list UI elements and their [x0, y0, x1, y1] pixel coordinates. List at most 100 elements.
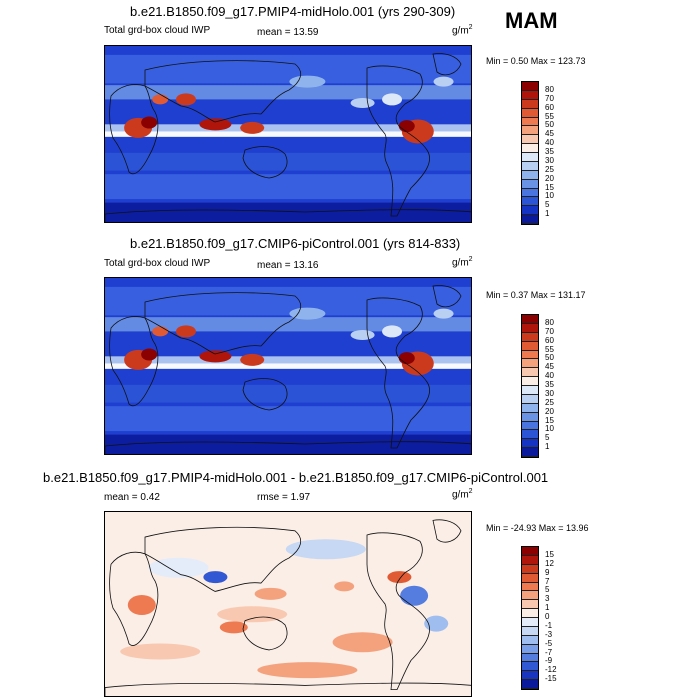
panel-1-mean: mean = 13.59 [257, 27, 319, 38]
colorbar-tick-label: 5 [545, 433, 550, 443]
coastlines [105, 53, 471, 222]
colorbar-tick-label: 35 [545, 147, 554, 156]
panel-3-rmse: rmse = 1.97 [257, 492, 311, 503]
colorbar-swatch [522, 582, 538, 592]
colorbar-swatch [522, 170, 538, 180]
colorbar-swatch [522, 671, 538, 681]
colorbar-tick-label: 7 [545, 576, 550, 586]
colorbar-tick-label: 45 [545, 129, 554, 139]
colorbar-tick-label: 9 [545, 567, 550, 577]
colorbar-swatch [522, 359, 538, 369]
colorbar-tick-label: 50 [545, 353, 554, 363]
colorbar-swatch [522, 315, 538, 324]
colorbar-swatch [522, 161, 538, 171]
colorbar-tick-label: -1 [545, 620, 553, 630]
colorbar-swatch [522, 421, 538, 431]
colorbar-tick-label: 20 [545, 406, 554, 416]
colorbar-swatch [522, 197, 538, 207]
colorbar-swatch [522, 126, 538, 136]
colorbar-tick-label: 30 [545, 388, 554, 398]
colorbar-swatch [522, 350, 538, 360]
colorbar-tick-label: 80 [545, 317, 554, 327]
colorbar-tick-label: 15 [545, 549, 554, 559]
colorbar-tick-label: 5 [545, 585, 550, 595]
panel-3-title: b.e21.B1850.f09_g17.PMIP4-midHolo.001 - … [43, 470, 549, 485]
colorbar-swatch [522, 179, 538, 189]
panel-1-map [104, 45, 472, 223]
panel-3-map [104, 511, 472, 697]
colorbar-swatch [522, 386, 538, 395]
colorbar-tick-label: 15 [545, 182, 554, 192]
coastline [105, 682, 471, 696]
colorbar-swatch [522, 439, 538, 449]
colorbar-swatch [522, 618, 538, 627]
colorbar-swatch [522, 368, 538, 378]
coastline [242, 378, 288, 411]
colorbar-tick-label: 40 [545, 371, 554, 381]
coastline [242, 616, 288, 651]
colorbar-swatch [522, 332, 538, 342]
colorbar-tick-label: 10 [545, 424, 554, 434]
colorbar-tick-label: 55 [545, 111, 554, 121]
colorbar-swatch [522, 215, 538, 224]
coastlines [105, 519, 471, 696]
colorbar-swatch [522, 635, 538, 645]
map-field [105, 512, 471, 696]
panel-1-minmax: Min = 0.50 Max = 123.73 [486, 56, 586, 66]
panel-1-colorbar [521, 81, 539, 225]
map-field [105, 278, 471, 454]
colorbar-tick-label: -12 [545, 665, 557, 675]
colorbar-tick-label: 3 [545, 594, 550, 604]
coastline [144, 526, 302, 592]
colorbar-tick-label: -3 [545, 629, 553, 639]
colorbar-tick-label: 25 [545, 397, 554, 407]
panel-2-colorbar [521, 314, 539, 458]
panel-3-minmax: Min = -24.93 Max = 13.96 [486, 523, 589, 533]
colorbar-tick-label: 12 [545, 558, 554, 568]
colorbar-swatch [522, 108, 538, 118]
colorbar-tick-label: 45 [545, 362, 554, 372]
colorbar-swatch [522, 394, 538, 404]
colorbar-swatch [522, 547, 538, 556]
coastline [144, 60, 302, 123]
colorbar-tick-label: -5 [545, 638, 553, 648]
coastline [366, 297, 430, 449]
colorbar-swatch [522, 609, 538, 618]
colorbar-swatch [522, 206, 538, 216]
colorbar-tick-label: -7 [545, 647, 553, 657]
colorbar-tick-label: 1 [545, 442, 550, 452]
colorbar-tick-label: 55 [545, 344, 554, 354]
colorbar-tick-label: 50 [545, 120, 554, 130]
colorbar-tick-label: 1 [545, 603, 550, 613]
coastline [366, 65, 430, 217]
colorbar-tick-label: 25 [545, 164, 554, 174]
colorbar-swatch [522, 188, 538, 198]
colorbar-tick-label: 0 [545, 612, 550, 621]
colorbar-tick-label: 70 [545, 93, 554, 103]
panel-3-mean: mean = 0.42 [104, 492, 160, 503]
colorbar-tick-label: 20 [545, 173, 554, 183]
season-label: MAM [505, 8, 558, 33]
colorbar-swatch [522, 90, 538, 100]
panel-1-units: g/m2 [452, 24, 473, 37]
coastline [144, 292, 302, 355]
colorbar-swatch [522, 555, 538, 565]
colorbar-tick-label: 60 [545, 102, 554, 112]
colorbar-swatch [522, 403, 538, 413]
colorbar-swatch [522, 564, 538, 574]
colorbar-swatch [522, 680, 538, 689]
colorbar-tick-label: 30 [545, 155, 554, 165]
colorbar-tick-label: 5 [545, 200, 550, 210]
colorbar-tick-label: 40 [545, 138, 554, 148]
colorbar-swatch [522, 153, 538, 162]
colorbar-swatch [522, 117, 538, 127]
coastline [105, 441, 471, 454]
coastline [432, 285, 462, 308]
panel-2-units: g/m2 [452, 256, 473, 269]
panel-2-variable-label: Total grd-box cloud IWP [104, 258, 211, 269]
colorbar-tick-label: 15 [545, 415, 554, 425]
coastline [105, 209, 471, 222]
colorbar-swatch [522, 600, 538, 610]
colorbar-swatch [522, 135, 538, 145]
colorbar-tick-label: 1 [545, 209, 550, 219]
